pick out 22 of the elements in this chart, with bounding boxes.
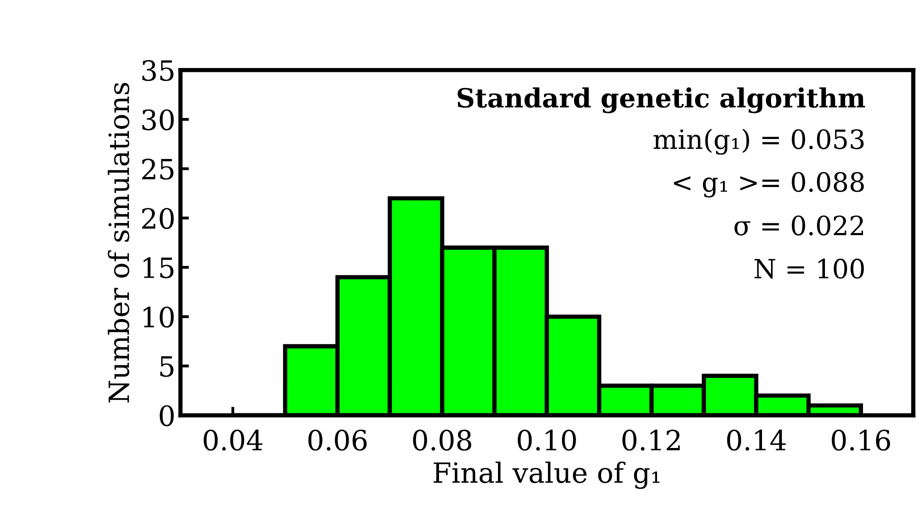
x-tick-label: 0.10	[518, 430, 576, 451]
y-axis-title: Number of simulations	[108, 82, 130, 403]
annotation: σ = 0.022	[734, 216, 864, 236]
annotation: min(g₁) = 0.053	[654, 128, 864, 155]
x-tick-label: 0.14	[727, 430, 786, 451]
y-tick-label: 0	[160, 405, 174, 426]
y-tick-label: 10	[144, 306, 174, 328]
y-tick-label: 5	[160, 356, 174, 377]
annotation: < g₁ >= 0.088	[674, 172, 864, 198]
y-tick-label: 25	[142, 158, 174, 180]
x-tick-label: 0.04	[204, 430, 262, 451]
annotation: N = 100	[754, 258, 864, 279]
y-tick-label: 30	[142, 109, 174, 130]
x-tick-label: 0.16	[832, 430, 890, 451]
x-tick-label: 0.06	[308, 430, 367, 451]
x-axis-title: Final value of g₁	[434, 462, 660, 489]
y-tick-label: 20	[142, 208, 174, 229]
text: Standard genetic algorithm	[458, 87, 866, 114]
x-tick-label: 0.12	[622, 430, 680, 451]
x-tick-label: 0.08	[413, 430, 472, 451]
y-tick-label: 35	[142, 60, 174, 82]
y-tick-label: 15	[144, 257, 174, 278]
